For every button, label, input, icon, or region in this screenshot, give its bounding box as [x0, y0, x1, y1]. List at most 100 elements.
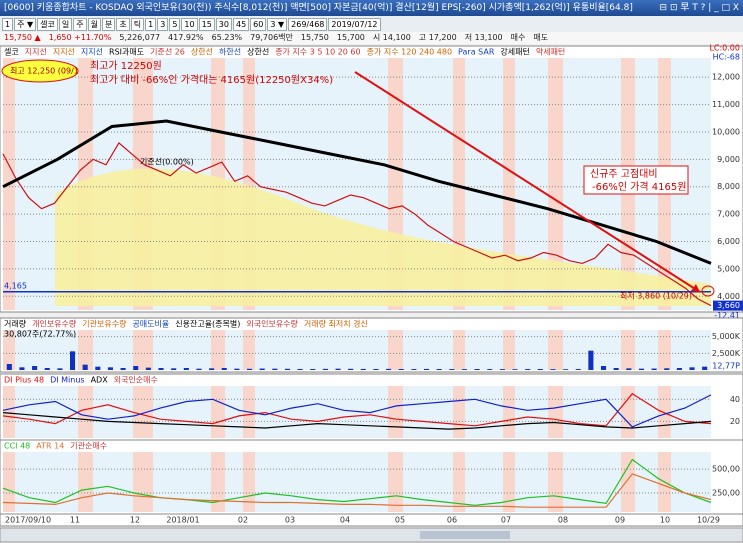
- window-controls[interactable]: ⊟ ⊡ 早 T ? | _ □ X: [659, 3, 739, 13]
- bar: [6, 364, 12, 370]
- annotation: 최고가 대비 -66%인 가격대는 4165원(12250원X34%): [90, 73, 333, 86]
- scrollbar: [0, 527, 743, 543]
- bar: [575, 369, 581, 370]
- legend-item: 지지선: [81, 48, 103, 57]
- plot-area: [3, 330, 711, 370]
- bar: [676, 368, 682, 370]
- bar: [310, 369, 316, 370]
- toolbar-button[interactable]: 주 ▼: [14, 17, 37, 31]
- title-bar: [0600] 키움종합차트 - KOSDAQ 외국인보유(30(천)) 주식수[…: [0, 0, 743, 16]
- toolbar-button[interactable]: 15: [198, 17, 215, 31]
- x-tick-label: 05: [395, 516, 405, 525]
- shade-band: [243, 330, 255, 370]
- series-line: [2, 394, 712, 428]
- legend-item: 개인보유수량: [32, 319, 77, 329]
- info-item: 시 14,100: [372, 33, 411, 42]
- legend-item: 신용잔고율(종목별): [175, 319, 240, 329]
- scroll-thumb[interactable]: [420, 531, 510, 539]
- bar: [19, 367, 25, 370]
- series-line: [2, 392, 712, 427]
- legend-item: ADX: [91, 376, 109, 385]
- bar: [512, 369, 518, 370]
- bar: [196, 368, 202, 370]
- x-tick-label: 07: [501, 516, 511, 525]
- toolbar-button[interactable]: 3: [157, 17, 169, 31]
- toolbar-button[interactable]: 5: [169, 17, 181, 31]
- x-tick-label: 2018/01: [166, 516, 199, 525]
- y-tick-label: 4,000: [717, 292, 740, 301]
- x-tick-label: 06: [447, 516, 457, 525]
- info-item[interactable]: 매도: [533, 33, 549, 42]
- annotation-box: [583, 165, 689, 195]
- y-tick-label: 250,00: [712, 488, 740, 497]
- info-item: 15,700: [336, 33, 365, 42]
- toolbar-button[interactable]: 269/468: [288, 17, 328, 31]
- legend-item: 종가 지수 3 5 10 20 60: [275, 48, 360, 57]
- shade-band: [3, 386, 15, 438]
- toolbar-button[interactable]: 45: [232, 17, 250, 31]
- toolbar-button[interactable]: 10: [181, 17, 198, 31]
- legend-item: Para SAR: [458, 48, 495, 57]
- toolbar-button[interactable]: 분: [102, 17, 116, 31]
- x-tick-label: 03: [285, 516, 295, 525]
- toolbar-button[interactable]: 3 ▼: [267, 17, 288, 31]
- toolbar-button[interactable]: 2019/07/12: [328, 17, 381, 31]
- series-line: [2, 141, 712, 307]
- toolbar-button[interactable]: 틱: [130, 17, 145, 31]
- annotation: 기준선(0.00%): [140, 158, 194, 167]
- shade-band: [621, 452, 635, 512]
- y-tick-label: 10,000: [712, 127, 740, 136]
- y-tick-label: 11,000: [712, 100, 740, 109]
- toolbar-button[interactable]: 월: [87, 17, 102, 31]
- chart: 12,000 11,000 10,000 9,000 8,000 7,000 6,000 5,…: [0, 44, 743, 543]
- legend-item: 외국인순매수: [114, 375, 158, 385]
- bar: [57, 368, 63, 370]
- bar: [702, 366, 708, 370]
- bar: [297, 368, 303, 370]
- bar: [487, 369, 493, 370]
- bar: [689, 367, 695, 370]
- toolbar-button[interactable]: 초: [116, 17, 130, 31]
- toolbar-button[interactable]: 일: [58, 17, 73, 31]
- bar: [183, 368, 189, 370]
- y-tick-label: 500,00: [712, 465, 740, 474]
- toolbar-button[interactable]: 주: [73, 17, 87, 31]
- last-label: 12,77P: [712, 362, 740, 371]
- bar: [386, 368, 392, 370]
- bar: [398, 369, 404, 370]
- bar: [209, 368, 215, 370]
- legend-item: 지지선: [53, 48, 75, 57]
- x-tick-label: 10/29: [697, 516, 720, 525]
- bar: [638, 368, 644, 370]
- shade-band: [211, 330, 225, 370]
- shade-band: [548, 452, 563, 512]
- annotation: -66%인 가격 4165원: [592, 180, 686, 193]
- legend-item: 셀코: [4, 47, 19, 57]
- bar: [474, 369, 480, 370]
- bar: [664, 368, 670, 370]
- toolbar-button[interactable]: 60: [250, 17, 267, 31]
- toolbar-button[interactable]: 1: [145, 17, 157, 31]
- bar: [284, 368, 290, 370]
- bar: [411, 369, 417, 370]
- legend-item: 거래량: [4, 319, 27, 329]
- shade-band: [388, 330, 403, 370]
- shade-band: [658, 330, 671, 370]
- info-item: 417.92%: [168, 33, 204, 42]
- legend-item: 외국인보유수량: [246, 319, 298, 329]
- toolbar-button[interactable]: 셀코: [37, 17, 58, 31]
- shade-band: [3, 330, 15, 370]
- trend-arrow: [354, 71, 701, 293]
- series-line: [2, 412, 712, 430]
- toolbar-button[interactable]: 1: [2, 17, 14, 31]
- info-item: 65.23%: [211, 33, 243, 42]
- info-item[interactable]: 매수: [510, 33, 526, 42]
- bar: [272, 368, 278, 370]
- bar: [221, 368, 227, 370]
- toolbar-button[interactable]: 30: [215, 17, 232, 31]
- annotation: 최고 12,250 (09/1: [10, 66, 79, 76]
- shade-band: [453, 386, 465, 438]
- bar: [234, 368, 240, 370]
- y-tick-label: 40: [730, 395, 740, 404]
